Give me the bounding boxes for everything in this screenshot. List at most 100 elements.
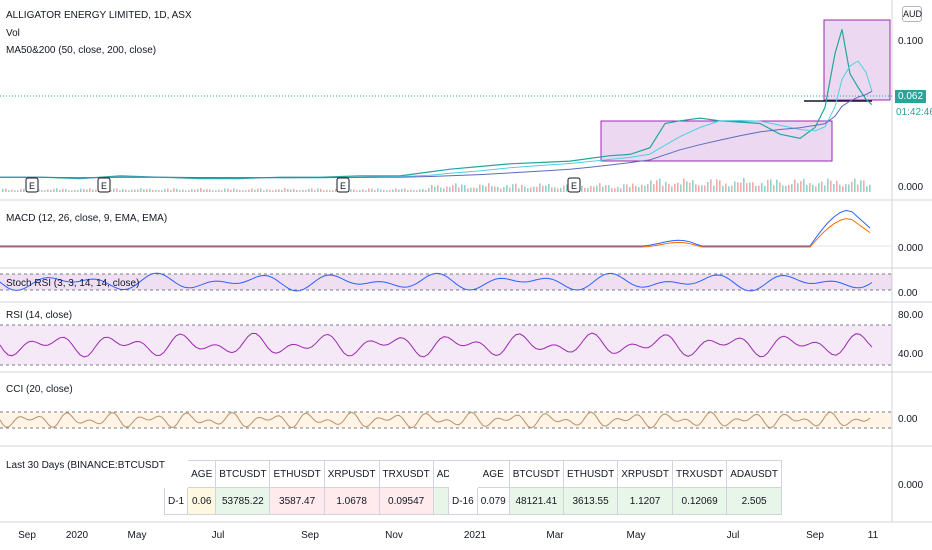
volume-bar xyxy=(521,184,523,192)
volume-bar xyxy=(110,190,112,192)
volume-bar xyxy=(434,186,436,192)
volume-bar xyxy=(698,185,700,192)
volume-bar xyxy=(158,190,160,192)
table-header-row: AGE BTCUSDT ETHUSDT XRPUSDT TRXUSDT ADAU… xyxy=(164,460,489,488)
volume-bar xyxy=(701,185,703,192)
price-tick-high: 0.100 xyxy=(898,36,924,47)
volume-bar xyxy=(740,182,742,192)
volume-bar xyxy=(20,189,22,192)
volume-bar xyxy=(611,188,613,192)
x-tick-label: 2021 xyxy=(464,530,487,541)
volume-bar xyxy=(320,188,322,192)
volume-bar xyxy=(260,188,262,192)
volume-bar xyxy=(854,178,856,192)
volume-bar xyxy=(431,184,433,192)
data-cell: 0.09547 xyxy=(378,487,434,515)
volume-bar xyxy=(593,186,595,192)
data-cell: 48121.41 xyxy=(508,487,564,515)
volume-bar xyxy=(674,183,676,192)
volume-bar xyxy=(638,187,640,192)
volume-bar xyxy=(671,186,673,192)
volume-bar xyxy=(179,189,181,192)
volume-bar xyxy=(821,181,823,192)
volume-bar xyxy=(173,188,175,192)
volume-bar xyxy=(236,189,238,192)
volume-bar xyxy=(50,189,52,192)
rsi-band xyxy=(0,325,892,365)
volume-bar xyxy=(302,189,304,192)
volume-bar xyxy=(551,187,553,192)
volume-bar xyxy=(368,188,370,192)
volume-bar xyxy=(350,189,352,192)
volume-bar xyxy=(848,184,850,192)
volume-bar xyxy=(2,188,4,192)
price-series-line xyxy=(0,29,873,180)
volume-bar xyxy=(734,181,736,192)
currency-button[interactable]: AUD xyxy=(902,6,922,22)
volume-bar xyxy=(131,189,133,192)
volume-bar xyxy=(560,188,562,192)
volume-bar xyxy=(767,179,769,192)
volume-bar xyxy=(497,186,499,192)
volume-bar xyxy=(398,189,400,192)
volume-bar xyxy=(326,189,328,192)
volume-bar xyxy=(836,180,838,192)
stoch-tick: 0.00 xyxy=(898,288,918,299)
volume-bar xyxy=(23,188,25,192)
volume-bar xyxy=(827,178,829,192)
volume-bar xyxy=(860,180,862,192)
volume-bar xyxy=(722,185,724,192)
volume-bar xyxy=(488,183,490,192)
volume-bar xyxy=(455,183,457,192)
volume-bar xyxy=(329,190,331,192)
volume-bar xyxy=(8,190,10,192)
volume-bar xyxy=(446,186,448,192)
volume-bar xyxy=(413,190,415,192)
x-tick-label: Sep xyxy=(18,530,36,541)
event-marker-box xyxy=(336,177,350,193)
volume-bar xyxy=(425,190,427,192)
header-cell: XRPUSDT xyxy=(323,460,380,488)
volume-bar xyxy=(599,183,601,192)
volume-bar xyxy=(275,189,277,192)
x-tick-label: Mar xyxy=(546,530,564,541)
volume-bar xyxy=(803,178,805,192)
volume-bar xyxy=(56,188,58,192)
rsi-line xyxy=(0,332,873,358)
volume-bar xyxy=(17,190,19,192)
header-cell: ETHUSDT xyxy=(562,460,619,488)
volume-bar xyxy=(587,188,589,192)
volume-bar xyxy=(503,187,505,192)
volume-bar xyxy=(278,189,280,192)
volume-bar xyxy=(377,188,379,192)
volume-bar xyxy=(200,188,202,192)
volume-bar xyxy=(305,190,307,192)
volume-bar xyxy=(392,189,394,192)
volume-bar xyxy=(62,188,64,192)
volume-bar xyxy=(86,189,88,192)
volume-bar xyxy=(590,185,592,192)
volume-bar xyxy=(653,184,655,192)
volume-bar xyxy=(797,183,799,192)
volume-bar xyxy=(629,187,631,192)
volume-bar xyxy=(185,190,187,192)
volume-bar xyxy=(293,188,295,192)
volume-bar xyxy=(800,181,802,192)
volume-bar xyxy=(176,188,178,192)
volume-bar xyxy=(215,190,217,192)
volume-bar xyxy=(212,190,214,192)
volume-bar xyxy=(791,184,793,192)
volume-bar xyxy=(71,190,73,192)
volume-bar xyxy=(530,187,532,192)
volume-bar xyxy=(707,181,709,192)
volume-bar xyxy=(263,190,265,192)
volume-bar xyxy=(491,186,493,192)
volume-bar xyxy=(395,188,397,192)
volume-bar xyxy=(410,189,412,192)
cci-pane-label: CCI (20, close) xyxy=(6,384,73,395)
volume-bar xyxy=(851,181,853,192)
volume-bar xyxy=(524,186,526,192)
volume-bar xyxy=(437,185,439,192)
